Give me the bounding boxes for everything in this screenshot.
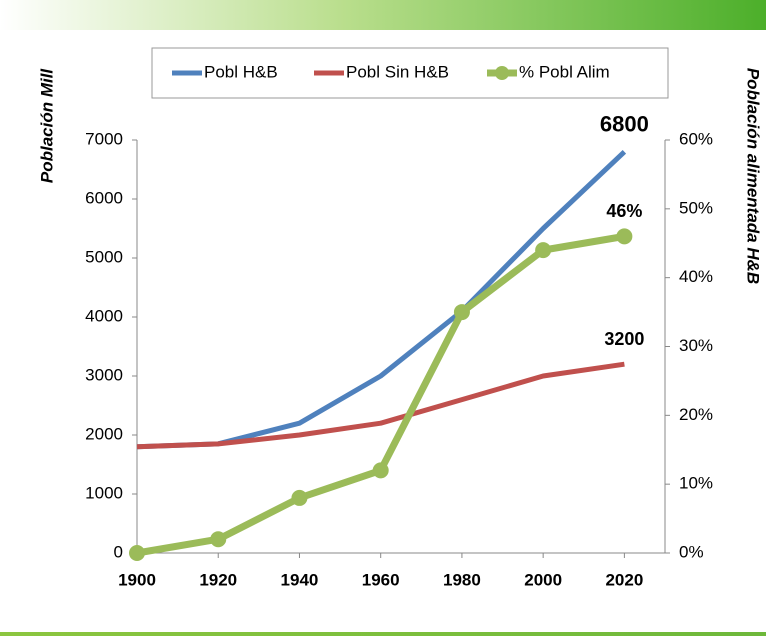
point	[535, 242, 552, 259]
point	[129, 545, 145, 561]
y-tick-label: 6000	[85, 188, 123, 207]
series-line	[136, 361, 625, 450]
x-tick-label: 2020	[605, 570, 643, 589]
y-tick-label: 4000	[85, 306, 123, 325]
legend-label: Pobl Sin H&B	[346, 62, 449, 81]
y-tick-label: 1000	[85, 483, 123, 502]
x-tick-label: 2000	[524, 570, 562, 589]
point	[372, 462, 389, 479]
point	[453, 304, 470, 321]
y-tick-label: 7000	[85, 129, 123, 148]
point	[291, 489, 308, 506]
y-tick-label: 0	[114, 542, 123, 561]
footer-band	[0, 632, 766, 636]
data-label: 46%	[606, 201, 642, 221]
data-label: 3200	[604, 329, 644, 349]
x-tick-label: 1900	[118, 570, 156, 589]
data-label: 6800	[600, 112, 649, 137]
y-axis-title: Población Mill	[37, 68, 56, 184]
header-band	[0, 0, 766, 30]
y-tick-label: 5000	[85, 247, 123, 266]
y2-axis-title: Población alimentada H&B	[744, 68, 763, 284]
legend-label: % Pobl Alim	[519, 62, 610, 81]
x-tick-label: 1940	[281, 570, 319, 589]
legend-label: Pobl H&B	[204, 62, 278, 81]
point	[616, 228, 633, 245]
y2-tick-label: 60%	[679, 129, 713, 148]
series-line	[136, 232, 625, 557]
x-tick-label: 1980	[443, 570, 481, 589]
series-line	[136, 149, 627, 450]
y-tick-label: 2000	[85, 424, 123, 443]
x-tick-label: 1920	[199, 570, 237, 589]
y2-tick-label: 40%	[679, 267, 713, 286]
y-tick-label: 3000	[85, 365, 123, 384]
y2-tick-label: 30%	[679, 336, 713, 355]
point	[210, 531, 227, 548]
y2-tick-label: 10%	[679, 474, 713, 493]
y2-tick-label: 50%	[679, 198, 713, 217]
y2-tick-label: 20%	[679, 405, 713, 424]
legend-box	[151, 47, 669, 99]
legend-marker	[495, 66, 509, 80]
y2-tick-label: 0%	[679, 542, 704, 561]
x-tick-label: 1960	[362, 570, 400, 589]
